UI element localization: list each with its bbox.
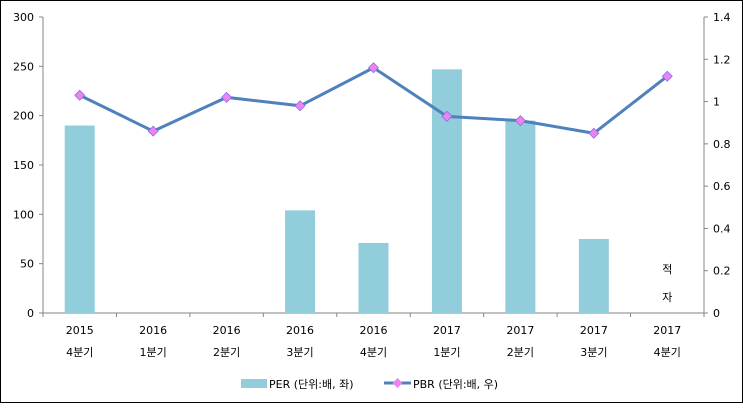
right-axis-tick-label: 0.8 [713, 138, 731, 151]
per-bar [64, 125, 95, 314]
right-axis-tick-label: 0.6 [713, 180, 731, 193]
pbr-marker [368, 62, 379, 74]
pbr-marker [514, 115, 526, 127]
pbr-marker [74, 89, 86, 101]
left-axis-tick-label: 300 [13, 11, 34, 24]
x-axis-label-year: 2016 [286, 324, 314, 337]
x-axis-label-quarter: 1분기 [433, 346, 460, 359]
x-axis-label-year: 2016 [360, 324, 388, 337]
pbr-marker [221, 91, 233, 103]
legend-per-label: PER (단위:배, 좌) [269, 378, 354, 391]
left-axis-tick-label: 0 [27, 307, 34, 320]
left-axis-tick-label: 200 [13, 110, 34, 123]
right-axis-tick-label: 1 [713, 96, 720, 109]
x-axis-label-quarter: 4분기 [360, 346, 387, 359]
x-axis-label-year: 2016 [213, 324, 241, 337]
per-bar [358, 242, 389, 313]
x-axis-label-quarter: 3분기 [286, 346, 313, 359]
per-bar [578, 239, 609, 313]
right-axis-tick-label: 1.2 [713, 53, 731, 66]
right-axis-tick-label: 0 [713, 307, 720, 320]
x-axis-label-quarter: 4분기 [654, 346, 681, 359]
right-axis-tick-label: 1.4 [713, 11, 731, 24]
pbr-marker [441, 110, 453, 122]
x-axis-label-year: 2015 [66, 324, 94, 337]
left-axis-tick-label: 150 [13, 159, 34, 172]
deficit-annotation: 적 [662, 263, 672, 276]
x-axis-label-quarter: 3분기 [580, 346, 607, 359]
x-axis-label-year: 2017 [580, 324, 608, 337]
pbr-marker [147, 125, 159, 137]
pbr-marker [661, 70, 673, 82]
per-bar [285, 210, 316, 313]
x-axis-label-year: 2017 [433, 324, 461, 337]
right-axis-tick-label: 0.2 [713, 265, 731, 278]
pbr-marker [294, 100, 306, 112]
x-axis-label-quarter: 2분기 [507, 346, 534, 359]
x-axis-label-quarter: 2분기 [213, 346, 240, 359]
pbr-line [79, 66, 669, 135]
pbr-marker [588, 127, 600, 139]
left-axis-tick-label: 250 [13, 60, 34, 73]
legend-pbr-marker [392, 378, 403, 388]
legend-pbr-label: PBR (단위:배, 우) [413, 378, 498, 391]
deficit-annotation: 자 [662, 291, 672, 304]
per-bar [505, 120, 536, 313]
x-axis-label-year: 2017 [653, 324, 681, 337]
left-axis-tick-label: 50 [20, 258, 34, 271]
per-bar [431, 69, 462, 313]
legend-per-swatch [241, 379, 267, 388]
right-axis-tick-label: 0.4 [713, 222, 731, 235]
x-axis-label-year: 2017 [506, 324, 534, 337]
left-axis-tick-label: 100 [13, 208, 34, 221]
x-axis-label-year: 2016 [139, 324, 167, 337]
x-axis-label-quarter: 1분기 [140, 346, 167, 359]
x-axis-label-quarter: 4분기 [66, 346, 93, 359]
